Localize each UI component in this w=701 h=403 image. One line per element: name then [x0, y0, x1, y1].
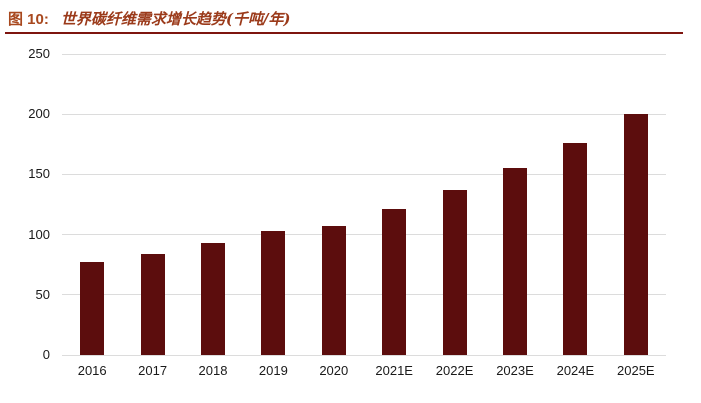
gridline-150: [62, 173, 666, 175]
bar-2022E: [442, 190, 467, 355]
x-axis-label-2024E: 2024E: [556, 363, 595, 378]
x-axis-label-2022E: 2022E: [435, 363, 474, 378]
y-axis-label-50: 50: [35, 286, 50, 302]
x-axis-label-2021E: 2021E: [375, 363, 413, 378]
figure-label: 图 10:: [8, 11, 49, 28]
y-axis-label-100: 100: [28, 226, 50, 242]
figure-title: 世界碳纤维需求增长趋势(千吨/年): [60, 10, 291, 28]
y-axis-label-0: 0: [42, 347, 50, 362]
bar-2016: [80, 262, 105, 355]
bar-2018: [201, 243, 225, 355]
bar-2024E: [563, 143, 588, 355]
bar-2017: [140, 253, 165, 355]
bar-2023E: [503, 168, 527, 355]
x-axis-label-2019: 2019: [258, 363, 288, 378]
gridline-200: [62, 113, 666, 115]
gridline-250: [62, 53, 666, 55]
x-axis-label-2023E: 2023E: [496, 363, 534, 378]
x-axis-label-2016: 2016: [77, 363, 107, 378]
y-axis-label-150: 150: [28, 166, 50, 182]
bar-2025E: [623, 114, 648, 355]
y-axis-label-200: 200: [28, 106, 50, 122]
x-axis-label-2020: 2020: [319, 363, 349, 378]
bar-chart: 0 50 100 150 200 250 2016 2017 2018 2019 2020 2021E…: [0, 36, 701, 403]
figure-title-row: 图 10: 世界碳纤维需求增长趋势(千吨/年): [8, 8, 688, 29]
gridline-100: [62, 234, 666, 236]
bar-2020: [321, 226, 346, 355]
gridline-50: [62, 294, 666, 296]
x-axis-label-2025E: 2025E: [617, 363, 655, 378]
gridline-0: [62, 354, 666, 356]
x-axis-label-2017: 2017: [138, 363, 168, 378]
title-rule: [5, 32, 683, 34]
y-axis-label-250: 250: [28, 46, 50, 61]
bar-2021E: [382, 209, 407, 355]
x-axis-label-2018: 2018: [198, 363, 228, 378]
bar-2019: [261, 230, 286, 355]
